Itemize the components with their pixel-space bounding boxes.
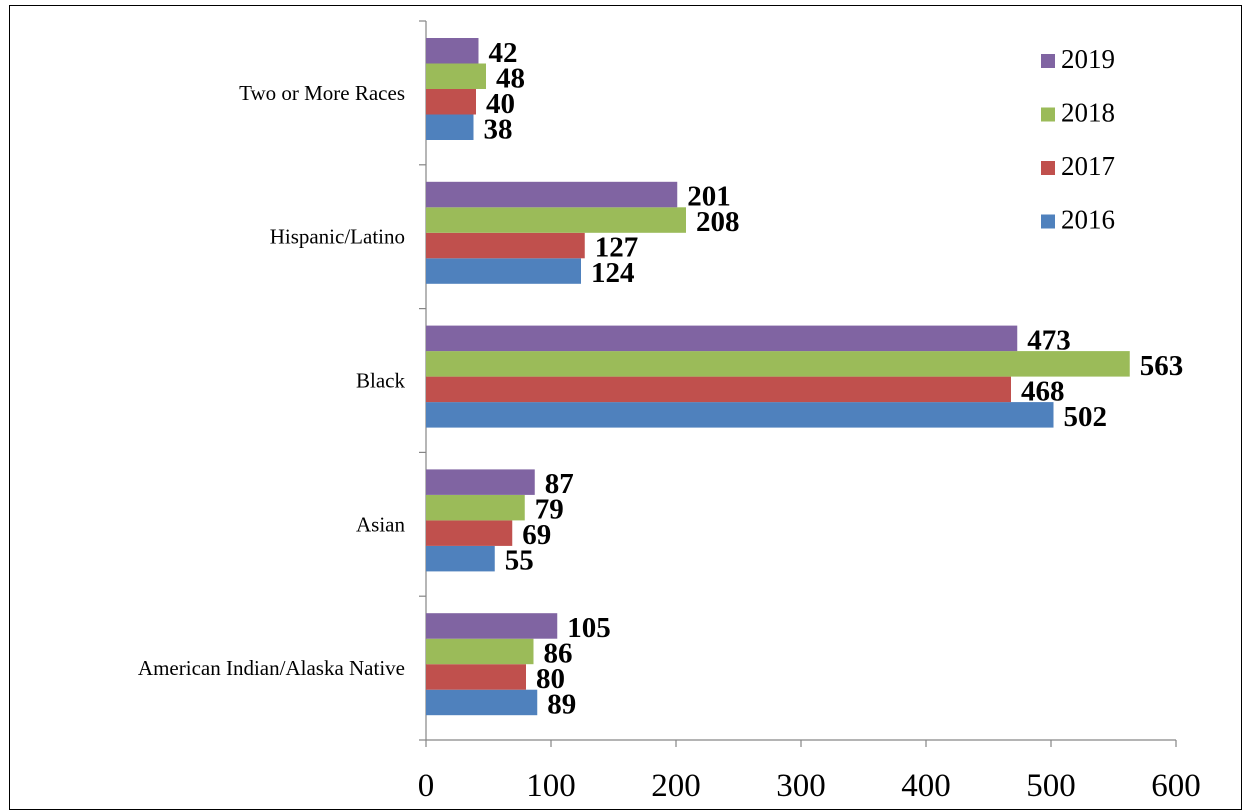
- x-tick-label: 100: [526, 768, 576, 802]
- bar-2017: [426, 89, 476, 115]
- legend-label: 2018: [1061, 98, 1115, 128]
- x-tick-label: 400: [901, 768, 951, 802]
- legend-swatch-2017: [1041, 161, 1055, 175]
- bar-2019: [426, 469, 535, 495]
- bar-2017: [426, 664, 526, 690]
- data-label: 69: [522, 519, 551, 551]
- data-label: 55: [505, 545, 534, 577]
- x-tick-label: 500: [1026, 768, 1076, 802]
- data-label: 124: [591, 257, 635, 289]
- category-label: Black: [356, 369, 405, 393]
- data-label: 468: [1021, 375, 1065, 407]
- data-label: 563: [1140, 350, 1184, 382]
- bar-2017: [426, 376, 1011, 403]
- bar-2018: [426, 638, 534, 665]
- legend-label: 2017: [1061, 151, 1115, 181]
- data-label: 502: [1064, 401, 1108, 433]
- data-label: 79: [535, 494, 564, 526]
- legend-swatch-2018: [1041, 107, 1055, 122]
- legend-swatch-2016: [1041, 214, 1055, 229]
- data-label: 42: [489, 37, 518, 69]
- bar-2018: [426, 63, 486, 89]
- x-tick-label: 300: [776, 768, 826, 802]
- legend-label: 2016: [1061, 205, 1115, 235]
- bar-2016: [426, 114, 474, 140]
- data-label: 80: [536, 663, 565, 695]
- bar-2016: [426, 545, 495, 572]
- bar-2018: [426, 351, 1130, 377]
- bar-2019: [426, 38, 479, 64]
- category-label: American Indian/Alaska Native: [138, 656, 405, 680]
- x-tick-label: 0: [418, 768, 435, 802]
- bar-2018: [426, 494, 525, 521]
- data-label: 473: [1027, 324, 1071, 356]
- category-label: Two or More Races: [239, 81, 405, 105]
- data-label: 201: [687, 181, 731, 213]
- bar-2018: [426, 207, 686, 233]
- data-label: 48: [496, 62, 525, 94]
- bar-2019: [426, 181, 678, 208]
- x-tick-label: 600: [1151, 768, 1201, 802]
- x-tick-label: 200: [651, 768, 701, 802]
- category-label: Hispanic/Latino: [270, 225, 405, 249]
- bar-2016: [426, 258, 581, 284]
- data-label: 89: [547, 688, 576, 720]
- data-label: 127: [595, 232, 639, 264]
- bar-2017: [426, 232, 585, 259]
- data-label: 38: [484, 113, 513, 145]
- legend-label: 2019: [1061, 44, 1115, 74]
- bar-2019: [426, 613, 558, 639]
- data-label: 87: [545, 468, 574, 500]
- bar-2017: [426, 520, 513, 546]
- bar-2019: [426, 325, 1018, 352]
- bar-2016: [426, 689, 538, 716]
- data-label: 86: [544, 637, 573, 669]
- legend-swatch-2019: [1041, 54, 1055, 68]
- data-label: 40: [486, 88, 515, 120]
- bar-2016: [426, 402, 1054, 428]
- data-label: 208: [696, 206, 740, 238]
- category-label: Asian: [356, 512, 405, 536]
- data-label: 105: [567, 612, 611, 644]
